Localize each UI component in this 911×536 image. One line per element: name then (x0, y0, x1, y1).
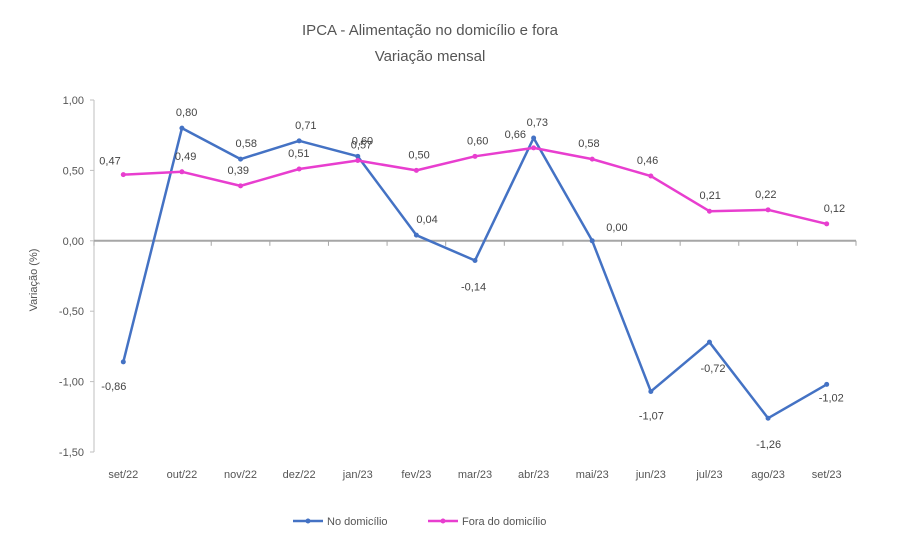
x-tick-label: dez/22 (283, 469, 316, 481)
data-point (706, 339, 712, 345)
data-label: -1,07 (639, 410, 664, 422)
axes: 1,00 0,50 0,00 -0,50 -1,00 -1,50 set/22 out/22 n… (59, 95, 857, 481)
y-axis-label: Variação (%) (28, 249, 40, 312)
x-tick-label: ago/23 (751, 469, 785, 481)
series-layer (120, 125, 830, 421)
x-tick-label: jun/23 (635, 469, 666, 481)
data-point (765, 207, 771, 213)
data-point (472, 153, 478, 159)
data-point (120, 172, 126, 178)
chart-subtitle: Variação mensal (375, 48, 486, 65)
x-tick-label: abr/23 (518, 469, 549, 481)
legend-marker (440, 518, 446, 524)
x-tick-label: jan/23 (342, 469, 373, 481)
data-point (179, 125, 185, 131)
y-tick-label: -0,50 (59, 306, 84, 318)
data-point (472, 258, 478, 264)
data-label: 0,21 (699, 190, 720, 202)
data-label: 0,47 (99, 156, 120, 168)
legend: No domicílio Fora do domicílio (293, 516, 546, 528)
x-tick-label: set/23 (812, 469, 842, 481)
data-point (296, 166, 302, 172)
data-label: 0,60 (352, 135, 373, 147)
x-tick-label: mar/23 (458, 469, 492, 481)
data-labels: -0,86 0,80 0,58 0,71 0,60 0,04 -0,14 0,73 0,00 -1… (99, 107, 845, 451)
data-label: 0,00 (606, 222, 627, 234)
data-point (589, 238, 595, 244)
data-point (824, 381, 830, 387)
data-point (355, 158, 361, 164)
data-label: 0,50 (408, 149, 429, 161)
y-tick-label: 1,00 (63, 95, 84, 107)
data-label: 0,49 (175, 151, 196, 163)
data-point (589, 156, 595, 162)
x-tick-label: jul/23 (695, 469, 722, 481)
data-label: -0,86 (101, 381, 126, 393)
data-label: 0,57 (351, 140, 372, 152)
data-point (120, 359, 126, 365)
data-point (238, 156, 244, 162)
legend-marker (305, 518, 311, 524)
y-tick-label: -1,50 (59, 447, 84, 459)
data-label: 0,46 (637, 155, 658, 167)
data-point (824, 221, 830, 227)
chart-title: IPCA - Alimentação no domicílio e fora (302, 22, 559, 39)
data-point (706, 208, 712, 214)
data-label: -1,26 (756, 439, 781, 451)
data-label: -1,02 (819, 392, 844, 404)
data-point (179, 169, 185, 175)
data-label: 0,51 (288, 148, 309, 160)
y-tick-label: 0,50 (63, 165, 84, 177)
data-label: 0,22 (755, 189, 776, 201)
data-point (531, 145, 537, 151)
x-tick-label: out/22 (167, 469, 198, 481)
x-tick-label: set/22 (108, 469, 138, 481)
series-line-1 (123, 146, 827, 226)
data-point (765, 415, 771, 421)
data-point (296, 138, 302, 144)
data-point (238, 183, 244, 189)
data-point (648, 173, 654, 179)
y-tick-label: 0,00 (63, 236, 84, 248)
data-label: 0,39 (228, 165, 249, 177)
x-tick-label: mai/23 (576, 469, 609, 481)
data-point (413, 167, 419, 173)
data-point (355, 153, 361, 159)
data-label: 0,73 (527, 117, 548, 129)
y-tick-label: -1,00 (59, 377, 84, 389)
legend-label: No domicílio (327, 516, 388, 528)
data-label: 0,04 (416, 214, 437, 226)
data-label: -0,72 (700, 363, 725, 375)
data-label: 0,71 (295, 120, 316, 132)
data-point (648, 388, 654, 394)
data-label: 0,60 (467, 135, 488, 147)
data-label: -0,14 (461, 282, 486, 294)
data-point (531, 135, 537, 141)
data-label: 0,58 (578, 138, 599, 150)
data-label: 0,80 (176, 107, 197, 119)
data-label: 0,66 (505, 129, 526, 141)
data-label: 0,12 (824, 203, 845, 215)
x-tick-label: nov/22 (224, 469, 257, 481)
data-label: 0,58 (236, 138, 257, 150)
legend-label: Fora do domicílio (462, 516, 546, 528)
x-tick-label: fev/23 (401, 469, 431, 481)
data-point (413, 232, 419, 238)
